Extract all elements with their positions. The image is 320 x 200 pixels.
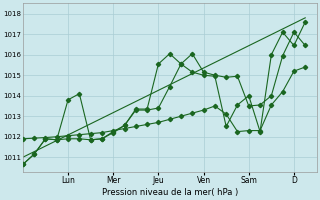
X-axis label: Pression niveau de la mer( hPa ): Pression niveau de la mer( hPa ) <box>101 188 238 197</box>
